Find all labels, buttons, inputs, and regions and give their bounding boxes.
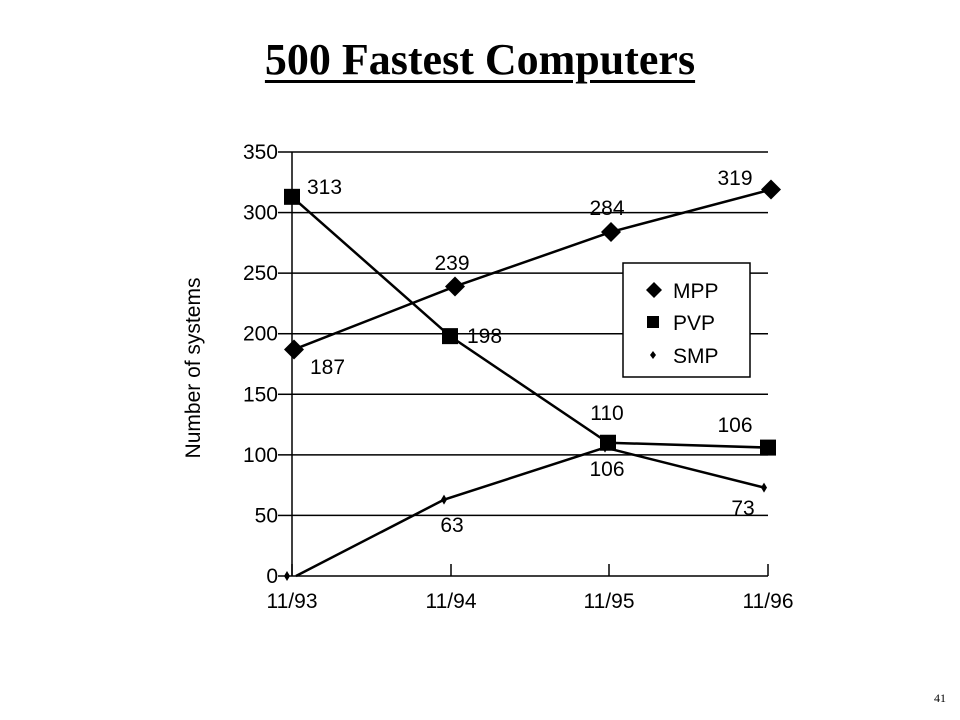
smp-marker bbox=[761, 482, 767, 493]
legend-label: MPP bbox=[673, 280, 719, 303]
y-tick-label: 50 bbox=[255, 504, 278, 527]
y-tick-labels: 0 50 100 150 200 250 300 350 bbox=[243, 141, 278, 588]
series-line-mpp bbox=[293, 188, 772, 351]
y-tick-label: 0 bbox=[266, 565, 278, 588]
series-line-pvp bbox=[291, 195, 769, 449]
legend-label: SMP bbox=[673, 345, 719, 368]
data-labels: 187 239 284 319 313 198 110 106 63 106 73 bbox=[307, 167, 755, 537]
data-label-smp: 73 bbox=[731, 497, 754, 520]
data-label-pvp: 198 bbox=[467, 325, 502, 348]
y-tick-label: 350 bbox=[243, 141, 278, 164]
legend-small-diamond-icon bbox=[650, 351, 656, 359]
x-tick-labels: 11/93 11/94 11/95 11/96 bbox=[267, 590, 794, 613]
data-label-smp: 63 bbox=[440, 514, 463, 537]
y-axis-label: Number of systems bbox=[182, 278, 205, 459]
legend-label: PVP bbox=[673, 312, 715, 335]
smp-marker bbox=[284, 571, 290, 581]
pvp-marker bbox=[284, 188, 300, 205]
data-label-mpp: 187 bbox=[310, 356, 345, 379]
y-tick-label: 250 bbox=[243, 262, 278, 285]
data-label-mpp: 319 bbox=[717, 167, 752, 190]
pvp-marker bbox=[442, 328, 458, 345]
series-markers bbox=[284, 179, 781, 581]
x-tick-label: 11/94 bbox=[426, 590, 477, 613]
mpp-marker bbox=[445, 276, 465, 297]
data-label-smp: 106 bbox=[589, 458, 624, 481]
mpp-marker bbox=[601, 221, 621, 242]
mpp-marker bbox=[284, 339, 304, 360]
data-label-pvp: 110 bbox=[590, 402, 623, 425]
legend-square-icon bbox=[647, 316, 659, 328]
legend: MPP PVP SMP bbox=[622, 262, 751, 378]
pvp-marker bbox=[760, 439, 776, 456]
data-label-mpp: 284 bbox=[589, 197, 624, 220]
smp-marker bbox=[441, 494, 447, 505]
x-tick-label: 11/93 bbox=[267, 590, 318, 613]
smp-marker bbox=[602, 442, 608, 453]
legend-diamond-icon bbox=[646, 282, 662, 298]
x-tick-label: 11/95 bbox=[584, 590, 635, 613]
x-tick-label: 11/96 bbox=[743, 590, 794, 613]
series-lines bbox=[291, 188, 772, 578]
pvp-marker bbox=[600, 434, 616, 451]
slide-number: 41 bbox=[934, 691, 946, 705]
mpp-marker bbox=[761, 179, 781, 200]
y-tick-label: 100 bbox=[243, 444, 278, 467]
y-tick-label: 200 bbox=[243, 323, 278, 346]
series-line-smp bbox=[295, 446, 765, 578]
data-label-pvp: 106 bbox=[717, 414, 752, 437]
data-label-pvp: 313 bbox=[307, 176, 342, 199]
axes bbox=[278, 151, 769, 577]
data-label-mpp: 239 bbox=[434, 252, 469, 275]
y-tick-label: 150 bbox=[243, 383, 278, 406]
legend-box bbox=[622, 262, 751, 378]
slide-title: 500 Fastest Computers bbox=[264, 35, 696, 84]
y-tick-label: 300 bbox=[243, 202, 278, 225]
